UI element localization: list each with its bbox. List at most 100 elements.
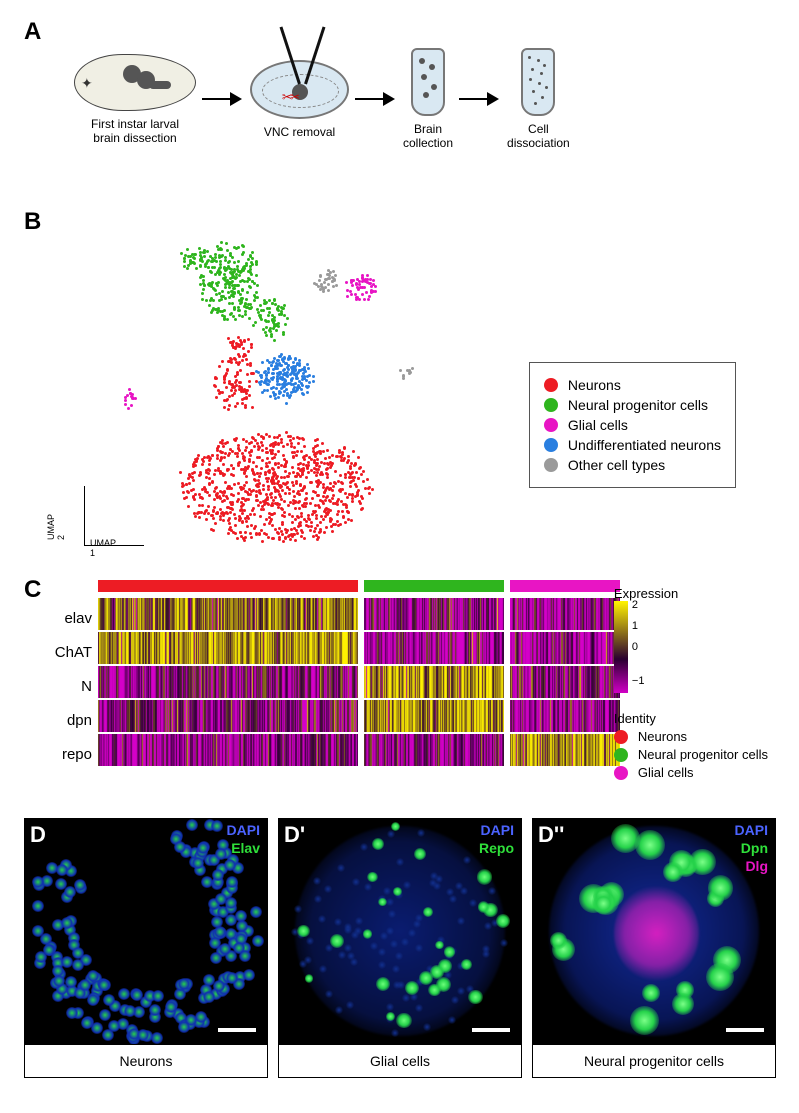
umap-point [198,247,201,250]
umap-point [203,251,206,254]
heatmap-row [98,598,620,630]
umap-point [320,515,323,518]
umap-point [280,464,283,467]
umap-point [280,530,283,533]
umap-point [350,293,353,296]
umap-point [345,281,348,284]
colorbar-tick: 0 [632,641,638,653]
umap-point [244,310,247,313]
identity-swatch [614,766,628,780]
umap-point [282,333,285,336]
umap-point [205,518,208,521]
umap-point [297,501,300,504]
umap-point [228,487,231,490]
umap-point [337,524,340,527]
heatmap-row [98,632,620,664]
umap-point [247,338,250,341]
umap-point [236,373,239,376]
scale-bar [218,1028,256,1032]
umap-point [411,367,414,370]
umap-point [326,449,329,452]
umap-point [227,291,230,294]
umap-point [250,346,253,349]
umap-point [310,481,313,484]
umap-point [300,515,303,518]
umap-point [248,385,251,388]
umap-point [256,284,259,287]
umap-point [191,472,194,475]
umap-point [311,513,314,516]
umap-point [331,530,334,533]
umap-point [314,439,317,442]
umap-point [321,442,324,445]
umap-point [239,293,242,296]
step-dissection: ✦ First instar larvalbrain dissection [74,54,196,146]
umap-point [267,383,270,386]
umap-point [272,368,275,371]
umap-point [183,257,186,260]
umap-point [319,275,322,278]
umap-point [244,499,247,502]
umap-point [291,535,294,538]
umap-point [268,311,271,314]
umap-point [289,538,292,541]
umap-point [215,396,218,399]
umap-point [227,261,230,264]
arrow-icon [202,89,244,109]
umap-point [228,528,231,531]
umap-point [262,309,265,312]
umap-point [314,527,317,530]
umap-point [228,382,231,385]
umap-point [284,323,287,326]
umap-point [283,515,286,518]
umap-point [289,435,292,438]
umap-point [322,502,325,505]
umap-point [325,496,328,499]
umap-point [250,306,253,309]
identity-bar [98,580,620,592]
umap-point [278,434,281,437]
umap-point [223,376,226,379]
umap-point [195,460,198,463]
umap-point [303,445,306,448]
umap-point [260,318,263,321]
umap-point [249,532,252,535]
umap-point [351,500,354,503]
umap-point [360,473,363,476]
legend-row: Neurons [544,377,721,393]
umap-point [352,479,355,482]
umap-point [355,471,358,474]
umap-point [305,492,308,495]
umap-point [237,353,240,356]
umap-point [222,445,225,448]
umap-point [331,497,334,500]
identity-legend: Identity NeuronsNeural progenitor cellsG… [614,711,768,780]
umap-point [291,521,294,524]
umap-point [298,507,301,510]
gene-label: dpn [24,704,92,738]
umap-point [223,456,226,459]
umap-point [246,280,249,283]
umap-point [267,368,270,371]
heatmap-block [510,700,620,732]
umap-point [336,513,339,516]
heatmap-block [98,666,358,698]
umap-point [271,372,274,375]
umap-point [349,485,352,488]
umap-point [199,276,202,279]
umap-point [246,515,249,518]
umap-point [245,520,248,523]
umap-point [332,270,335,273]
umap-point [242,347,245,350]
umap-point [236,500,239,503]
umap-point [207,266,210,269]
umap-point [225,267,228,270]
umap-point [367,298,370,301]
umap-point [300,382,303,385]
colorbar-tick: 2 [632,599,638,611]
umap-point [202,288,205,291]
umap-point [249,513,252,516]
tube-icon [411,48,445,116]
legend-label: Neural progenitor cells [568,397,708,413]
umap-point [255,465,258,468]
